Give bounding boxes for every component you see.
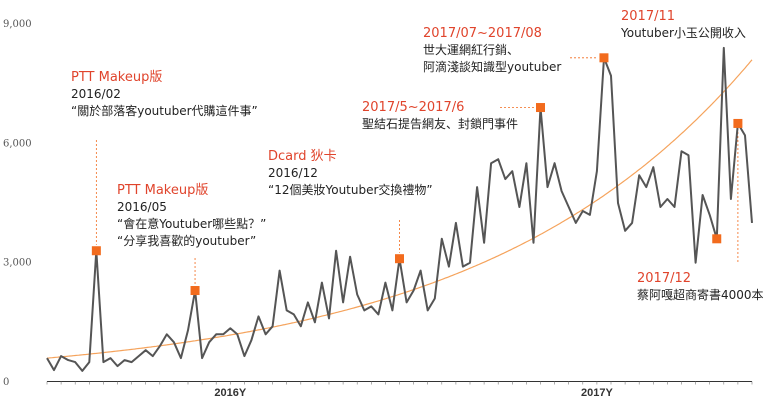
y-tick-label: 9,000: [3, 19, 32, 30]
annotation-title: PTT Makeup版: [71, 70, 163, 85]
y-tick-label: 3,000: [3, 258, 32, 269]
x-tick-label: 2016Y: [214, 387, 246, 399]
annotation-line: 阿滴淺談知識型youtuber: [423, 60, 562, 74]
annotation-line: “會在意Youtuber哪些點？”: [117, 217, 267, 231]
highlight-markers: [91, 53, 743, 296]
y-axis: 0 3,000 6,000 9,000: [3, 19, 32, 388]
annotation-title: 2017/07~2017/08: [423, 26, 542, 41]
highlight-marker: [536, 103, 545, 113]
annotation-line: 2016/12: [268, 166, 318, 180]
highlight-marker: [91, 246, 101, 256]
x-tick-label: 2017Y: [581, 387, 613, 399]
annotation-4: 2017/5~2017/6 聖結石提告網友、封鎖門事件: [362, 99, 518, 133]
annotation-line: 2016/02: [71, 87, 121, 101]
annotation-title: 2017/5~2017/6: [362, 100, 465, 115]
trend-line: [46, 59, 753, 359]
annotation-line: “關於部落客youtuber代購這件事”: [71, 104, 258, 118]
annotation-line: 2016/05: [117, 200, 167, 214]
annotation-line: “分享我喜歡的youtuber”: [117, 234, 257, 248]
annotation-leaders: [95, 57, 739, 285]
annotation-7: 2017/12 蔡阿嘎超商寄書4000本: [637, 270, 764, 304]
annotation-1: PTT Makeup版 2016/02 “關於部落客youtuber代購這件事”: [71, 69, 258, 120]
annotation-line: Youtuber小玉公開收入: [621, 26, 746, 40]
annotation-title: PTT Makeup版: [117, 183, 209, 198]
annotation-3: Dcard 狄卡 2016/12 “12個美妝Youtuber交換禮物”: [268, 148, 433, 199]
annotation-title: 2017/12: [637, 271, 692, 286]
highlight-marker: [395, 254, 404, 264]
y-tick-label: 6,000: [3, 138, 32, 149]
annotation-2: PTT Makeup版 2016/05 “會在意Youtuber哪些點？” “分…: [117, 182, 266, 250]
annotation-line: 世大運網紅行銷、: [423, 43, 520, 57]
highlight-marker: [190, 286, 200, 296]
annotation-title: 2017/11: [621, 9, 676, 24]
highlight-marker: [712, 234, 722, 244]
highlight-marker: [599, 53, 609, 63]
annotation-title: Dcard 狄卡: [268, 149, 337, 164]
annotation-6: 2017/11 Youtuber小玉公開收入: [621, 8, 746, 42]
annotation-line: “12個美妝Youtuber交換禮物”: [268, 183, 433, 197]
annotation-line: 蔡阿嘎超商寄書4000本: [637, 288, 764, 302]
highlight-marker: [733, 118, 743, 128]
annotation-line: 聖結石提告網友、封鎖門事件: [362, 117, 519, 131]
y-tick-label: 0: [3, 377, 9, 388]
x-axis: 2016Y 2017Y: [46, 381, 753, 399]
annotation-5: 2017/07~2017/08 世大運網紅行銷、 阿滴淺談知識型youtuber: [423, 25, 561, 76]
